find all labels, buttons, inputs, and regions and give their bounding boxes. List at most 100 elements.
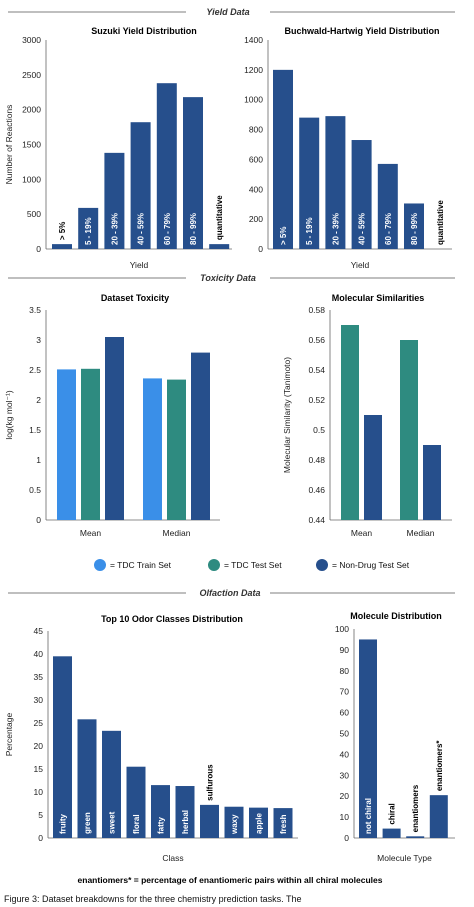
suzuki-bar-5-19 [78,207,99,249]
odor-bar-label-fatty: fatty [157,817,166,834]
figure-footer-text: Figure 3: Dataset breakdowns for the thr… [4,894,301,904]
toxicity-ytick-1-5: 1.5 [29,425,41,435]
buchwald-bar-label-5: > 5% [279,227,288,245]
molecule-ytick-90: 90 [340,645,350,655]
toxicity-ytick-2: 2 [36,395,41,405]
odor-bar-label-fresh: fresh [279,814,288,834]
odor-ytick-5: 5 [38,810,43,820]
buchwald-ytick-800: 800 [249,125,263,135]
odor-bar-herbal [175,786,195,838]
toxicity-chart-title: Dataset Toxicity [101,293,169,303]
buchwald-bar-20-39 [325,116,346,249]
toxicity-bar-mean-tdc-test-set [81,368,100,520]
buchwald-bar-40-59 [351,140,372,249]
similarity-ytick-0-5: 0.5 [313,425,325,435]
toxicity-ytick-2-5: 2.5 [29,365,41,375]
toxicity-xtick-median: Median [163,528,191,538]
section-olfaction: Olfaction Data [8,588,455,598]
section-toxicity: Toxicity Data [8,273,455,283]
buchwald-bar-label-quantitative: quantitative [436,200,445,245]
odor-ytick-10: 10 [34,787,44,797]
suzuki-x-axis-label: Yield [130,260,149,270]
toxicity-ytick-0: 0 [36,515,41,525]
buchwald-bar-label-20-39: 20 - 39% [331,213,340,245]
suzuki-bar-60-79 [156,83,177,250]
similarity-ytick-0-58: 0.58 [308,305,325,315]
buchwald-ytick-1400: 1400 [244,35,263,45]
odor-bar-green [77,719,97,838]
molecule-ytick-10: 10 [340,812,350,822]
similarity-ytick-0-54: 0.54 [308,365,325,375]
molecule-ytick-20: 20 [340,791,350,801]
odor-bar-label-waxy: waxy [230,814,239,835]
molecule-bar-label-chiral: chiral [388,803,397,824]
molecule-bar-not-chiral [359,639,377,838]
toxicity-ytick-0-5: 0.5 [29,485,41,495]
odor-bar-label-sweet: sweet [108,811,117,834]
molecule-bar-label-not-chiral: not chiral [364,798,373,834]
odor-bar-label-sulfurous: sulfurous [206,764,215,801]
similarity-bar-median-non-drug-test-set [423,445,441,520]
buchwald-ytick-1200: 1200 [244,65,263,75]
similarity-xtick-mean: Mean [351,528,373,538]
toxicity-ytick-1: 1 [36,455,41,465]
odor-ytick-45: 45 [34,626,44,636]
toxicity-bar-median-tdc-test-set [167,379,186,520]
similarity-ytick-0-56: 0.56 [308,335,325,345]
section-title-yield: Yield Data [206,7,249,17]
odor-bar-label-floral: floral [132,814,141,834]
suzuki-bar-quantitative [209,244,230,249]
molecule-bar-chiral [382,828,401,838]
odor-bar-label-green: green [83,812,92,834]
toxicity-ytick-3-5: 3.5 [29,305,41,315]
buchwald-bar-label-40-59: 40 - 59% [358,213,367,245]
suzuki-bar-20-39 [104,152,125,249]
similarity-ytick-0-44: 0.44 [308,515,325,525]
suzuki-ytick-3000: 3000 [22,35,41,45]
similarity-bar-mean-non-drug-test-set [364,415,382,520]
toxicity-ytick-3: 3 [36,335,41,345]
molecule-bar-label-enantiomers: enantiomers [411,784,420,832]
odor-bar-sulfurous [200,804,219,838]
molecule-chart-title: Molecule Distribution [350,611,442,621]
toxicity-xtick-mean: Mean [80,528,102,538]
suzuki-chart-title: Suzuki Yield Distribution [91,26,197,36]
molecule-ytick-100: 100 [335,624,349,634]
molecule-ytick-80: 80 [340,666,350,676]
buchwald-ytick-0: 0 [258,244,263,254]
buchwald-bar-5 [273,69,293,249]
legend-swatch-test [208,559,220,571]
suzuki-bar-40-59 [130,122,151,249]
suzuki-yield-chart: 0 500 1000 1500 2000 2500 3000 Suzuki Yield Dis… [4,26,232,270]
similarity-y-axis-label: Molecular Similarity (Tanimoto) [282,357,292,473]
molecule-x-axis-label: Molecule Type [377,853,432,863]
legend-label-test: = TDC Test Set [224,560,282,570]
odor-bar-sweet [102,730,121,838]
section-yield: Yield Data [8,7,455,17]
suzuki-y-axis-label: Number of Reactions [4,105,14,185]
toxicity-bar-median-tdc-train-set [143,378,162,520]
section-title-olfaction: Olfaction Data [199,588,260,598]
molecule-bar-enantiomers [429,795,448,838]
suzuki-bar-label-5: > 5% [58,222,67,240]
buchwald-x-axis-label: Yield [351,260,370,270]
dataset-toxicity-chart: 0 0.5 1 1.5 2 2.5 3 3.5 Dataset Toxicity log(kg m… [4,293,220,538]
toxicity-bar-mean-tdc-train-set [57,369,76,520]
similarity-chart-title: Molecular Similarities [332,293,425,303]
similarity-ytick-0-48: 0.48 [308,455,325,465]
odor-ytick-35: 35 [34,672,44,682]
suzuki-bar-label-40-59: 40 - 59% [137,213,146,245]
legend-swatch-train [94,559,106,571]
molecule-ytick-40: 40 [340,749,350,759]
odor-bar-label-fruity: fruity [59,813,68,834]
suzuki-bar-label-5-19: 5 - 19% [84,217,93,245]
buchwald-bar-5-19 [299,117,320,249]
odor-bar-fatty [151,785,170,838]
molecule-ytick-50: 50 [340,729,350,739]
buchwald-ytick-1000: 1000 [244,95,263,105]
odor-ytick-20: 20 [34,741,44,751]
suzuki-ytick-1500: 1500 [22,140,41,150]
buchwald-chart-title: Buchwald-Hartwig Yield Distribution [284,26,439,36]
